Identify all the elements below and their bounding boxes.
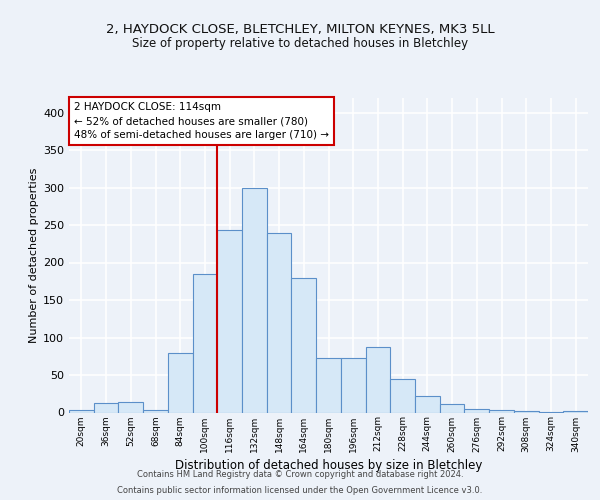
Bar (94, 403, 118, 412)
Text: Contains public sector information licensed under the Open Government Licence v3: Contains public sector information licen… (118, 486, 482, 495)
Text: 2, HAYDOCK CLOSE, BLETCHLEY, MILTON KEYNES, MK3 5LL: 2, HAYDOCK CLOSE, BLETCHLEY, MILTON KEYN… (106, 22, 494, 36)
Bar (193, 274, 217, 412)
Bar (390, 379, 415, 412)
Bar (217, 230, 242, 412)
Bar (440, 404, 464, 412)
Bar (316, 358, 341, 412)
Bar (341, 358, 365, 412)
Bar (143, 410, 168, 412)
Bar (415, 396, 440, 412)
Bar (514, 411, 539, 412)
Bar (292, 278, 316, 412)
Bar (365, 346, 390, 412)
Bar (168, 352, 193, 412)
Bar (489, 410, 514, 412)
Bar (563, 411, 588, 412)
Text: Contains HM Land Registry data © Crown copyright and database right 2024.: Contains HM Land Registry data © Crown c… (137, 470, 463, 479)
Text: 2 HAYDOCK CLOSE: 114sqm
← 52% of detached houses are smaller (780)
48% of semi-d: 2 HAYDOCK CLOSE: 114sqm ← 52% of detache… (74, 102, 329, 140)
X-axis label: Distribution of detached houses by size in Bletchley: Distribution of detached houses by size … (175, 458, 482, 471)
Bar (267, 232, 292, 412)
Y-axis label: Number of detached properties: Number of detached properties (29, 168, 39, 342)
Bar (69, 410, 94, 412)
Bar (118, 402, 143, 412)
Bar (464, 409, 489, 412)
Bar (242, 188, 267, 412)
Text: Size of property relative to detached houses in Bletchley: Size of property relative to detached ho… (132, 38, 468, 51)
